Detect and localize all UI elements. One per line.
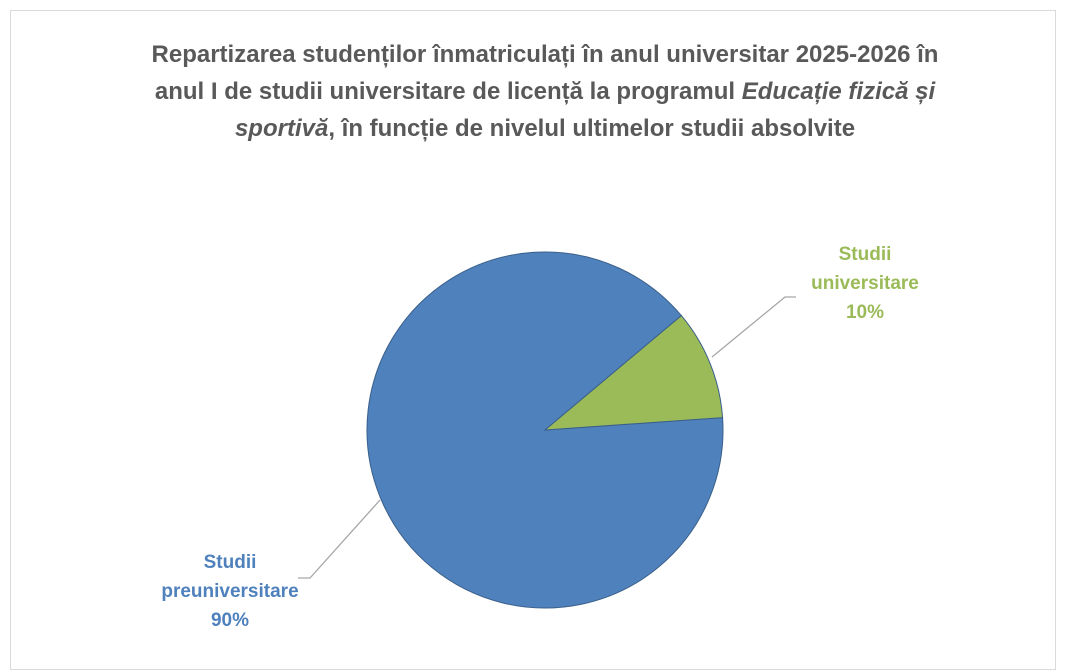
pie-slice [543,314,724,431]
data-label: Studii preuniversitare 90% [140,548,320,635]
data-label: Studii universitare 10% [790,240,940,327]
leader-line [298,499,381,579]
chart-title: Repartizarea studenților înmatriculați î… [130,36,960,147]
title-part: Repartizarea studenților înmatriculați î… [151,41,939,105]
category-label: Studii universitare [811,244,919,294]
title-part: Educație fizică și sportivă [234,78,936,142]
value-label: 90% [210,610,250,631]
category-label: Studii preuniversitare [161,552,299,602]
title-part: , în funcție de nivelul ultimelor studii… [328,115,856,142]
value-label: 10% [845,302,885,323]
leader-line [711,296,796,358]
